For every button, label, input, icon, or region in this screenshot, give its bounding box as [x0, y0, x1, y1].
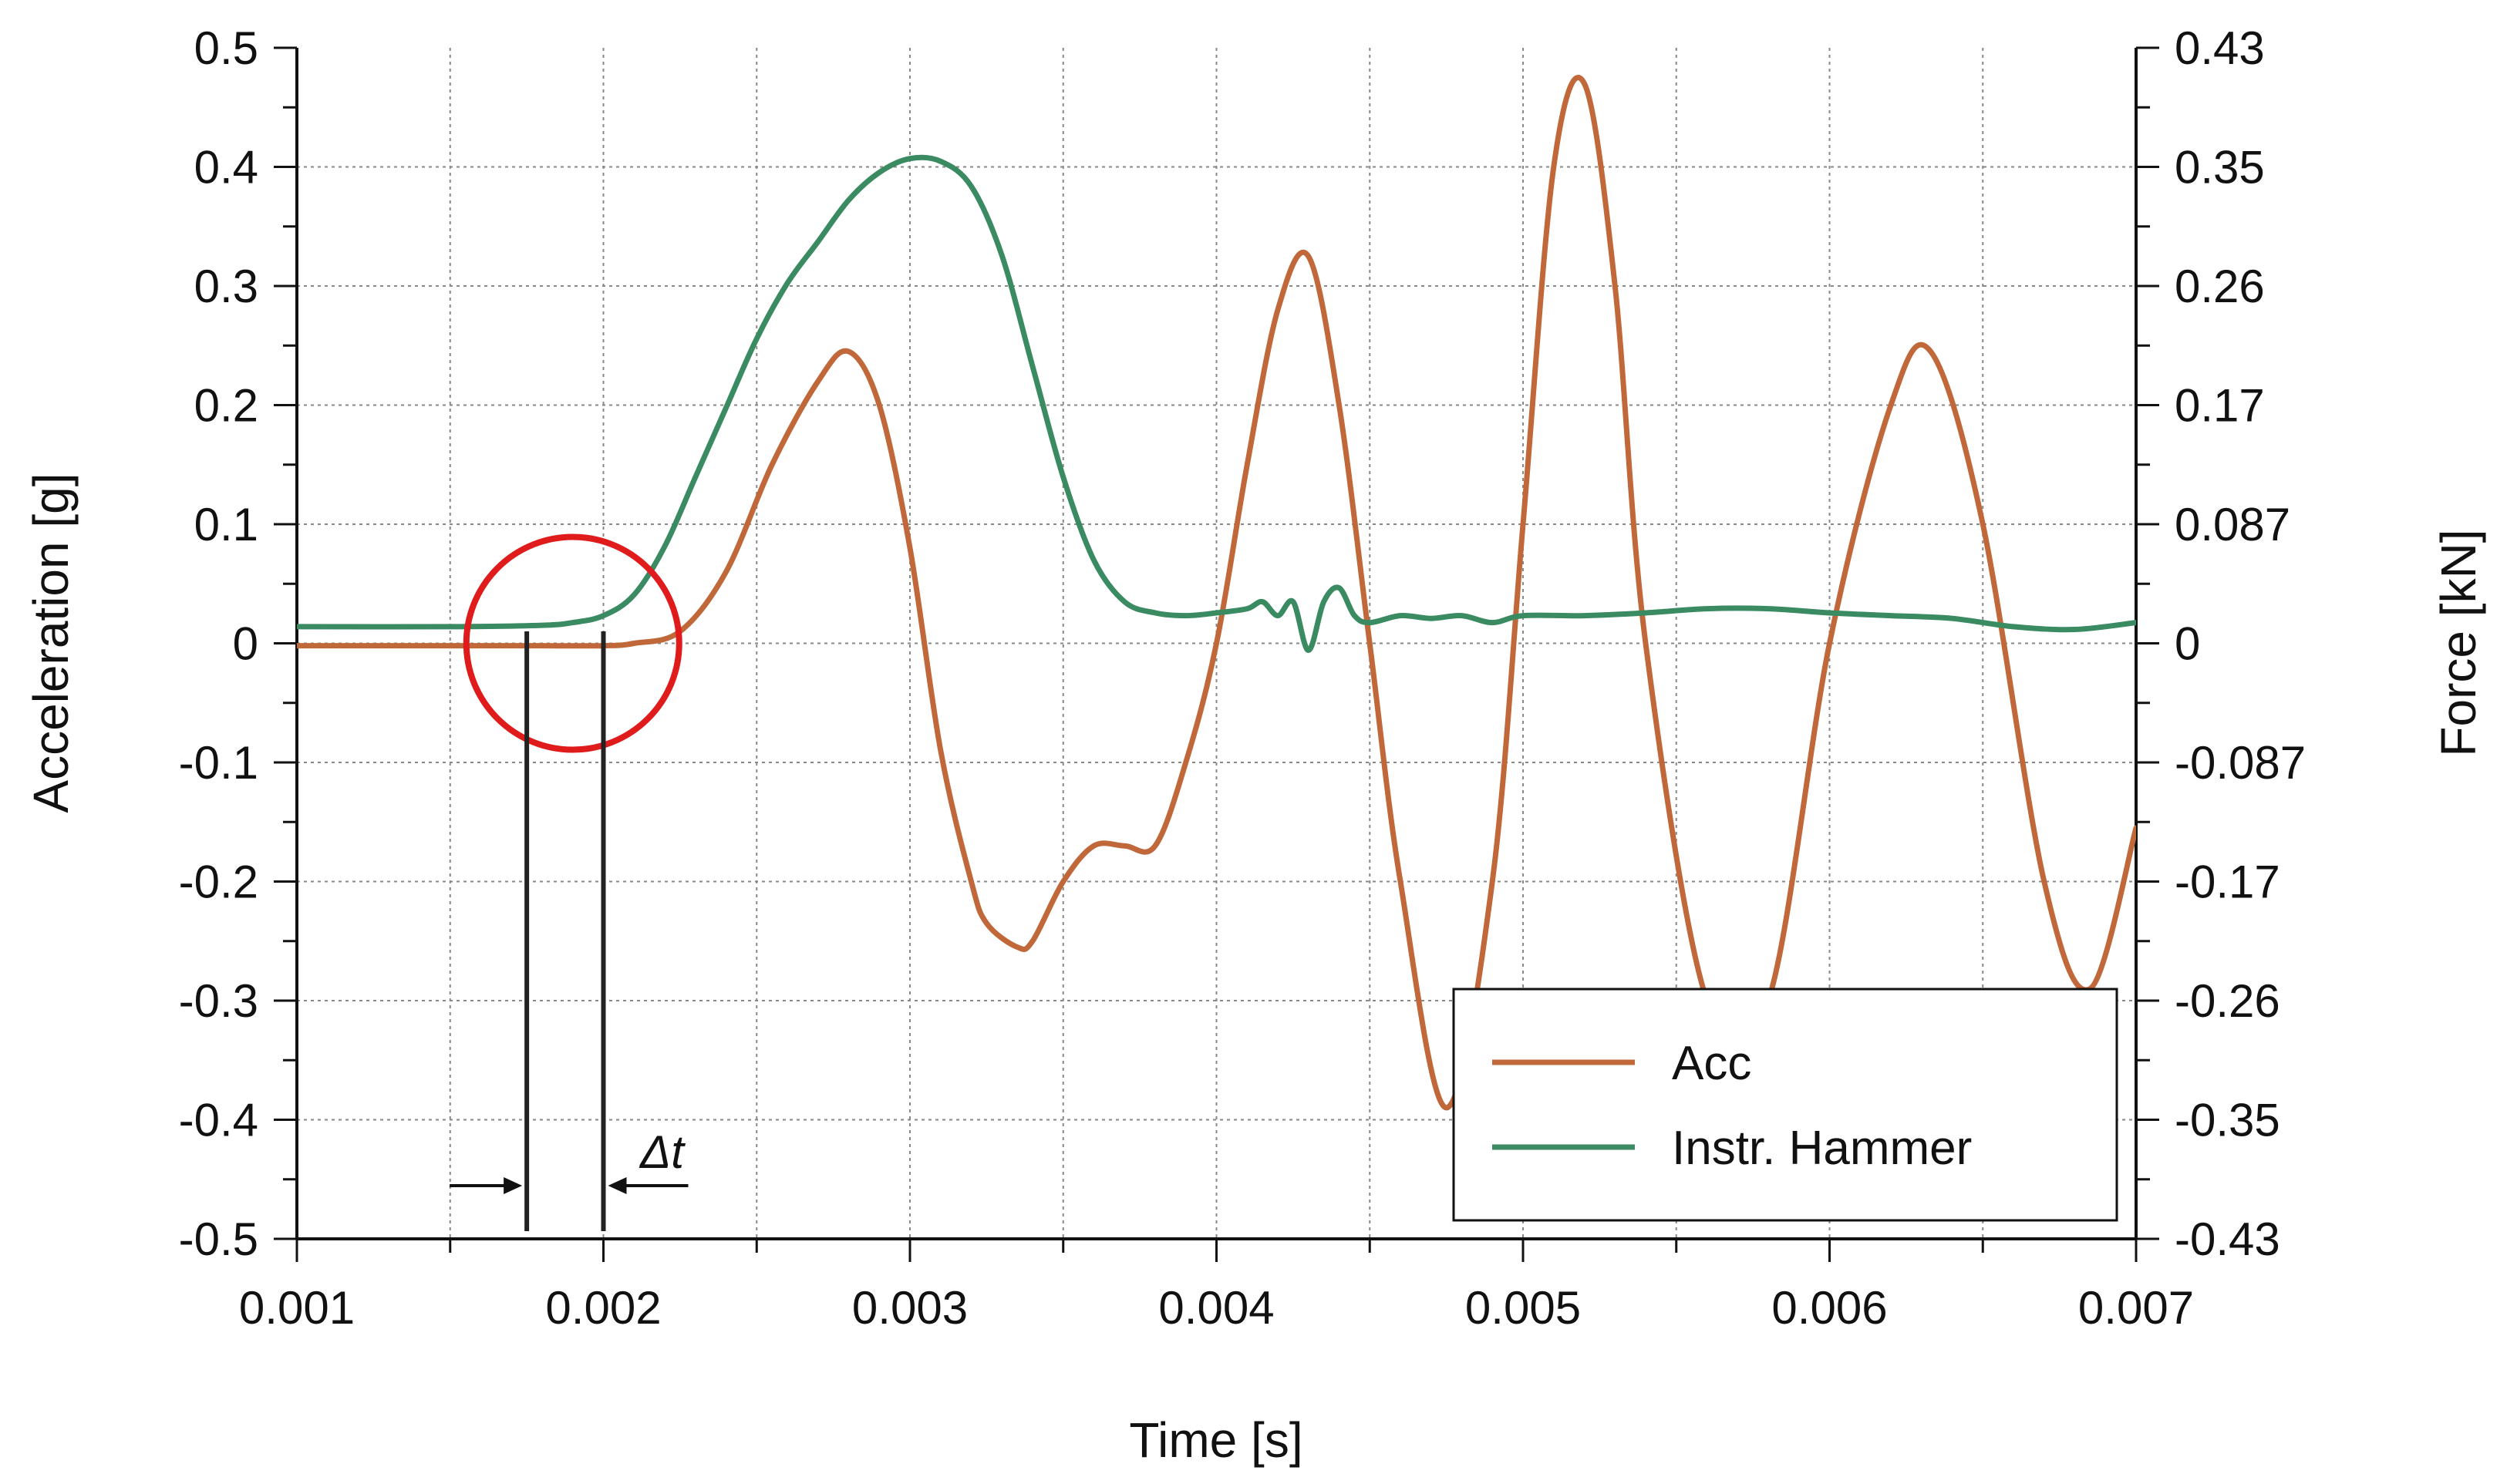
y-tick-label: 0.1	[194, 499, 258, 550]
y-tick-label: -0.2	[179, 856, 258, 908]
x-axis-ticks: 0.001 0.002 0.003 0.004 0.005 0.006 0.007	[239, 1239, 2194, 1334]
x-tick-label: 0.006	[1771, 1282, 1887, 1334]
x-axis-title: Time [s]	[1129, 1412, 1302, 1468]
y2-axis-title: Force [kN]	[2431, 529, 2486, 756]
y-axis-title: Acceleration [g]	[23, 473, 79, 813]
y-axis-ticks: 0.5 0.4 0.3 0.2 0.1 0 -0.1 -0.2 -0.3 -0.4 -0.5	[179, 22, 297, 1265]
legend-label-instr-hammer: Instr. Hammer	[1672, 1122, 1972, 1175]
y-tick-label: -0.3	[179, 975, 258, 1027]
y2-tick-label: -0.43	[2175, 1213, 2280, 1265]
x-tick-label: 0.002	[545, 1282, 661, 1334]
y2-tick-label: 0.17	[2175, 380, 2265, 432]
y-tick-label: 0	[233, 618, 258, 670]
series-layer	[297, 75, 2136, 1111]
legend-box	[1452, 988, 2118, 1222]
x-tick-label: 0.001	[239, 1282, 355, 1334]
x-tick-label: 0.003	[852, 1282, 968, 1334]
y2-tick-label: -0.35	[2175, 1095, 2280, 1146]
y-tick-label: -0.1	[179, 737, 258, 789]
legend: Acc Instr. Hammer	[1452, 988, 2118, 1222]
delta-t-arrowhead-right	[608, 1177, 627, 1194]
x-tick-label: 0.007	[2078, 1282, 2194, 1334]
y-tick-label: -0.5	[179, 1213, 258, 1265]
delta-t-label: Δt	[639, 1126, 686, 1178]
y-tick-label: 0.4	[194, 142, 258, 193]
x-tick-label: 0.004	[1158, 1282, 1274, 1334]
y2-tick-label: 0.087	[2175, 499, 2290, 550]
y2-tick-label: -0.26	[2175, 975, 2280, 1027]
y-tick-label: 0.5	[194, 22, 258, 74]
y-tick-label: 0.2	[194, 380, 258, 432]
series-line-instr-hammer	[297, 154, 2136, 653]
y-tick-label: -0.4	[179, 1095, 258, 1146]
y2-tick-label: 0.43	[2175, 22, 2265, 74]
y2-tick-label: 0.35	[2175, 142, 2265, 193]
y2-axis-ticks: 0.43 0.35 0.26 0.17 0.087 0 -0.087 -0.17 -0.26 -0…	[2136, 22, 2306, 1265]
highlight-circle	[463, 533, 682, 753]
y-tick-label: 0.3	[194, 261, 258, 312]
y2-tick-label: 0	[2175, 618, 2200, 670]
y2-tick-label: -0.17	[2175, 856, 2280, 908]
y2-tick-label: -0.087	[2175, 737, 2306, 789]
series-line-acc	[297, 75, 2136, 1111]
x-tick-label: 0.005	[1465, 1282, 1581, 1334]
delta-t-arrowhead-left	[504, 1177, 523, 1194]
y2-tick-label: 0.26	[2175, 261, 2265, 312]
annotations-layer	[450, 533, 689, 1231]
legend-label-acc: Acc	[1672, 1037, 1751, 1090]
